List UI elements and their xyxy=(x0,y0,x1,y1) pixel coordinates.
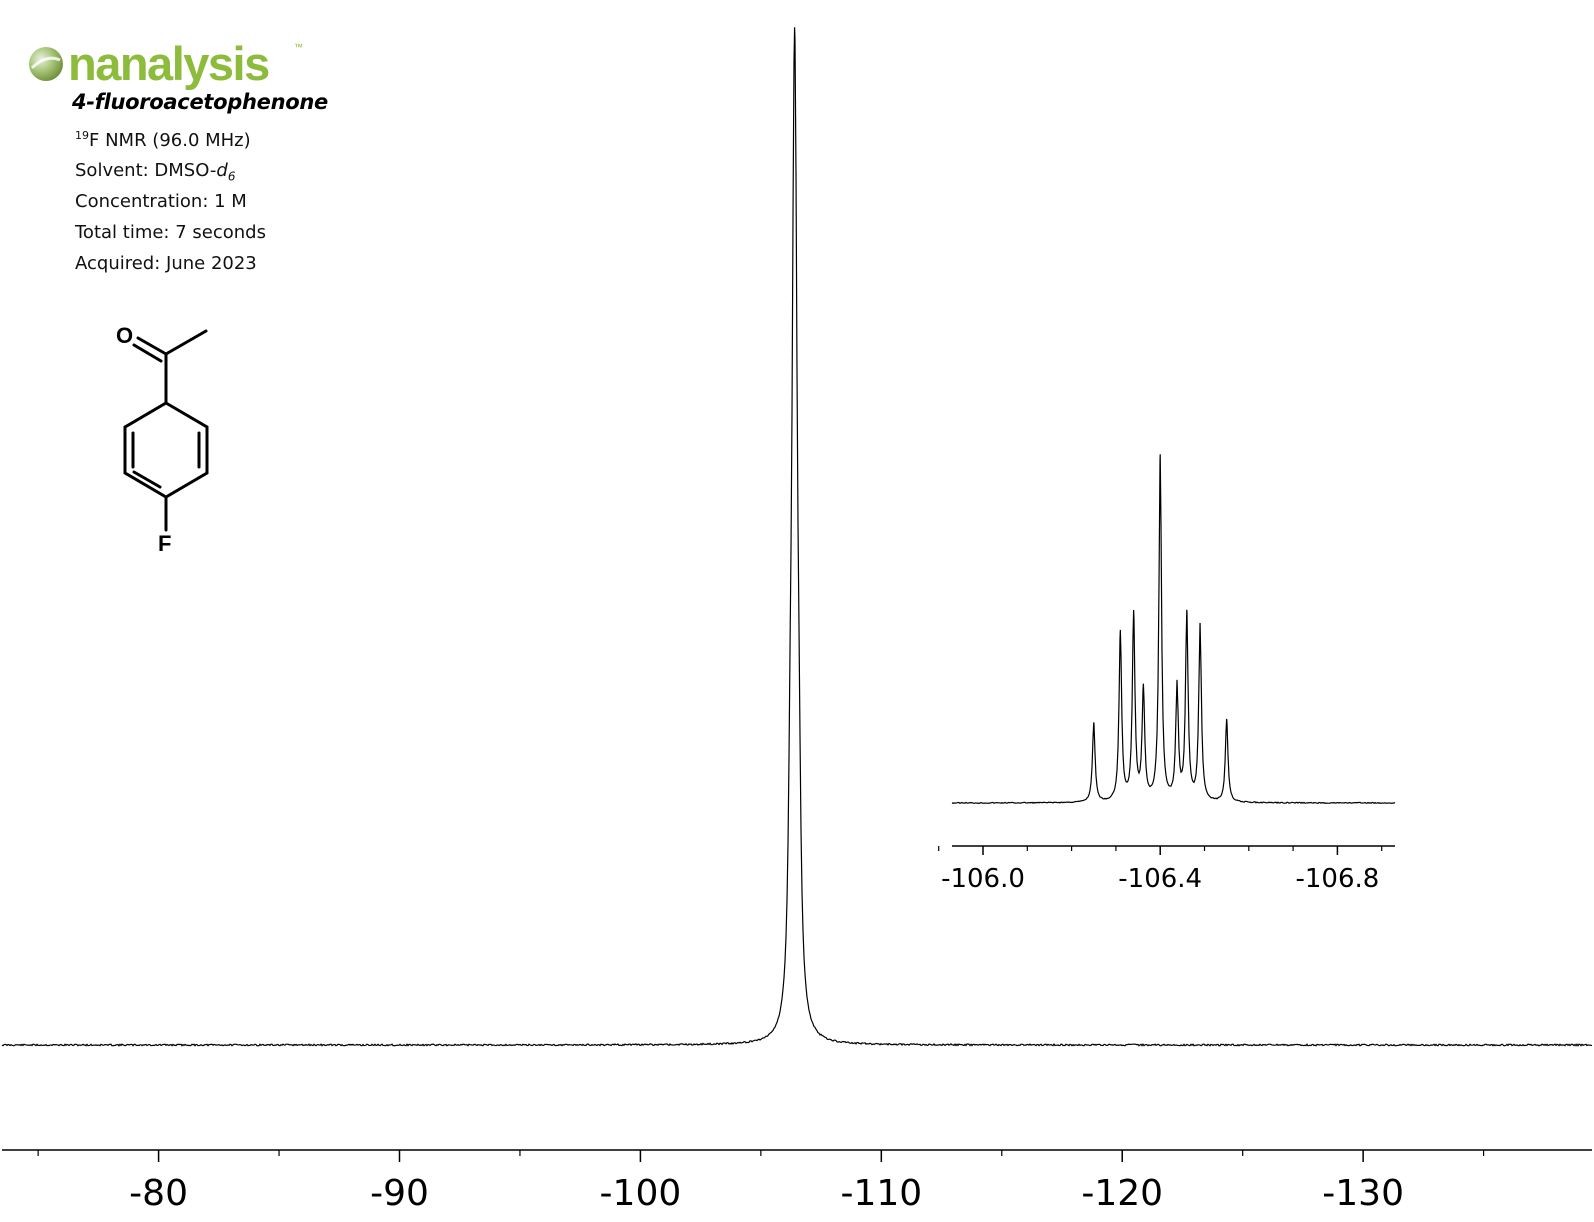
main-tick-label: -80 xyxy=(129,1173,188,1214)
molecule-structure: O F xyxy=(116,323,209,556)
inset-tick-label: -106.4 xyxy=(1118,864,1202,894)
logo-sphere-icon xyxy=(29,47,63,81)
fluorine-atom-label: F xyxy=(158,531,171,556)
nmr-frequency-line: 19F NMR (96.0 MHz) xyxy=(75,129,251,151)
main-trace xyxy=(1,27,1593,1047)
nmr-frequency: F NMR (96.0 MHz) xyxy=(89,130,251,151)
main-tick-label: -120 xyxy=(1081,1173,1163,1214)
inset-tick-label: -106.0 xyxy=(941,864,1025,894)
logo-trademark: ™ xyxy=(294,42,303,52)
solvent-deuterium: d xyxy=(216,160,228,181)
compound-name: 4-fluoroacetophenone xyxy=(72,90,328,114)
nucleus-mass-number: 19 xyxy=(75,129,89,142)
main-tick-label: -130 xyxy=(1322,1173,1404,1214)
inset-trace xyxy=(951,454,1396,805)
main-tick-label: -110 xyxy=(840,1173,922,1214)
total-time-line: Total time: 7 seconds xyxy=(75,222,266,243)
acquired-line: Acquired: June 2023 xyxy=(75,253,257,274)
inset-chart: -106.0 -106.4 -106.8 xyxy=(938,454,1396,894)
concentration-line: Concentration: 1 M xyxy=(75,191,247,212)
main-tick-label: -100 xyxy=(600,1173,682,1214)
main-chart: -80 -90 -100 -110 -120 -130 xyxy=(1,27,1593,1214)
solvent-prefix: Solvent: DMSO- xyxy=(75,160,217,181)
inset-tick-label: -106.8 xyxy=(1295,864,1379,894)
solvent-subscript: 6 xyxy=(227,169,236,184)
main-tick-label: -90 xyxy=(370,1173,429,1214)
solvent-line: Solvent: DMSO-d6 xyxy=(75,160,235,184)
logo-wordmark: nanalysis xyxy=(68,37,270,90)
oxygen-atom-label: O xyxy=(116,323,133,348)
